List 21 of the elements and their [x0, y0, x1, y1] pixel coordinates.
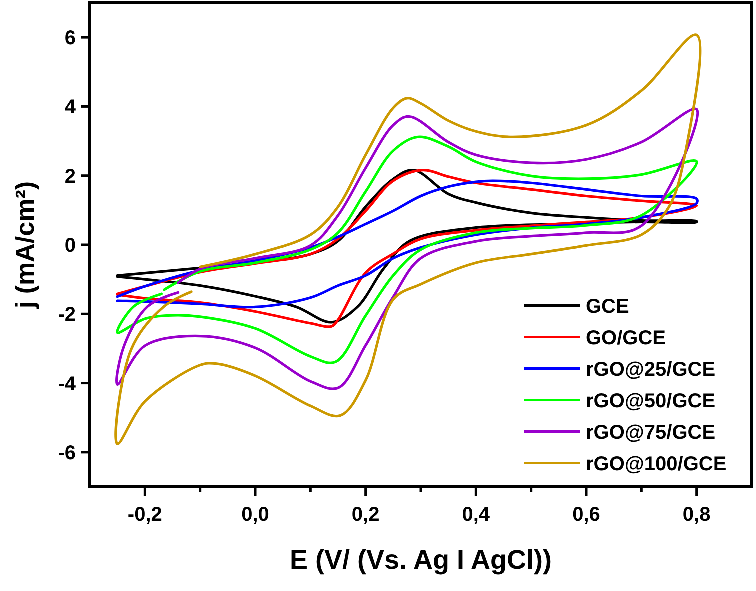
x-tick-label: 0,8 [682, 504, 711, 526]
y-tick-label: -4 [58, 373, 77, 396]
x-tick-label: 0,2 [352, 504, 380, 526]
x-tick-label: 0,6 [572, 504, 600, 526]
y-tick-label: -2 [58, 304, 76, 326]
x-axis-title: E (V/ (Vs. Ag I AgCl)) [290, 545, 552, 575]
x-tick-label: -0,2 [128, 504, 162, 526]
y-tick-label: 6 [64, 28, 76, 50]
x-tick-label: 0,4 [462, 504, 491, 526]
y-tick-label: 0 [64, 235, 76, 257]
legend-label: GCE [586, 296, 630, 318]
legend-label: rGO@25/GCE [586, 358, 716, 381]
legend-label: rGO@50/GCE [586, 390, 716, 412]
y-tick-label: 2 [64, 166, 76, 188]
y-axis-title: j (mA/cm²) [10, 181, 40, 310]
x-tick-label: 0,0 [242, 504, 270, 526]
y-tick-label: -6 [58, 442, 76, 464]
legend-label: rGO@100/GCE [586, 453, 727, 476]
legend-label: rGO@75/GCE [586, 422, 716, 444]
legend-label: GO/GCE [586, 327, 666, 350]
y-tick-label: 4 [64, 96, 77, 119]
